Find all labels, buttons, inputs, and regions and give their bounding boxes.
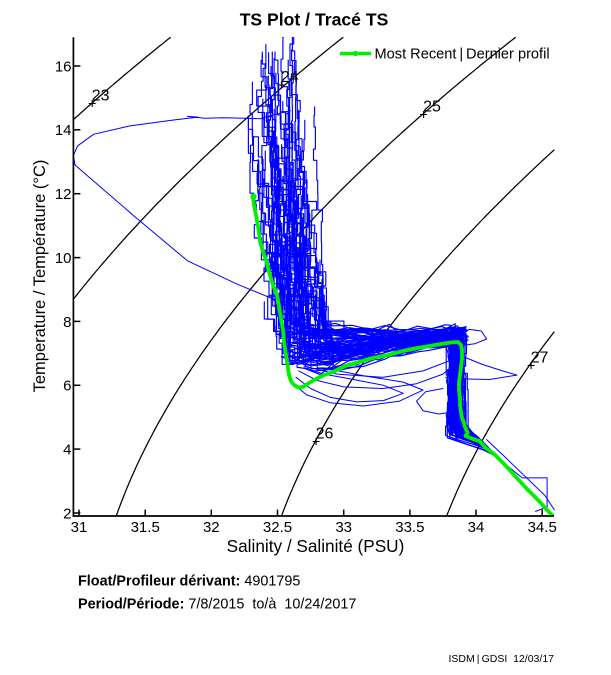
svg-text:12: 12 [55,186,72,203]
svg-text:Float/Profileur dérivant: 4901: Float/Profileur dérivant: 4901795 [78,574,300,590]
svg-text:34: 34 [468,519,485,536]
svg-text:Period/Période: 7/8/2015 to/à: Period/Période: 7/8/2015 to/à 10/24/2017 [78,597,356,613]
svg-text:27: 27 [531,349,549,366]
svg-text:33: 33 [335,519,352,536]
svg-text:16: 16 [55,58,72,75]
svg-text:26: 26 [316,425,334,442]
svg-text:31: 31 [71,519,88,536]
svg-text:8: 8 [63,314,71,331]
svg-text:34.5: 34.5 [528,519,557,536]
svg-text:31.5: 31.5 [131,519,160,536]
svg-text:32.5: 32.5 [263,519,292,536]
svg-text:24: 24 [281,69,299,86]
svg-text:33.5: 33.5 [395,519,424,536]
svg-text:23: 23 [92,87,110,104]
svg-text:Temperature / Température (°C): Temperature / Température (°C) [31,160,49,393]
svg-text:ISDM | GDSI 12/03/17: ISDM | GDSI 12/03/17 [448,653,554,665]
svg-text:TS Plot / Tracé TS: TS Plot / Tracé TS [240,10,389,30]
svg-text:2: 2 [63,505,71,522]
svg-text:Salinity / Salinité (PSU): Salinity / Salinité (PSU) [227,536,405,556]
svg-text:10: 10 [55,250,72,267]
svg-text:4: 4 [63,442,71,459]
svg-text:25: 25 [423,98,441,115]
svg-text:32: 32 [203,519,220,536]
svg-text:Most Recent | Dernier profil: Most Recent | Dernier profil [375,47,550,63]
svg-text:6: 6 [63,378,71,395]
svg-text:14: 14 [55,122,72,139]
